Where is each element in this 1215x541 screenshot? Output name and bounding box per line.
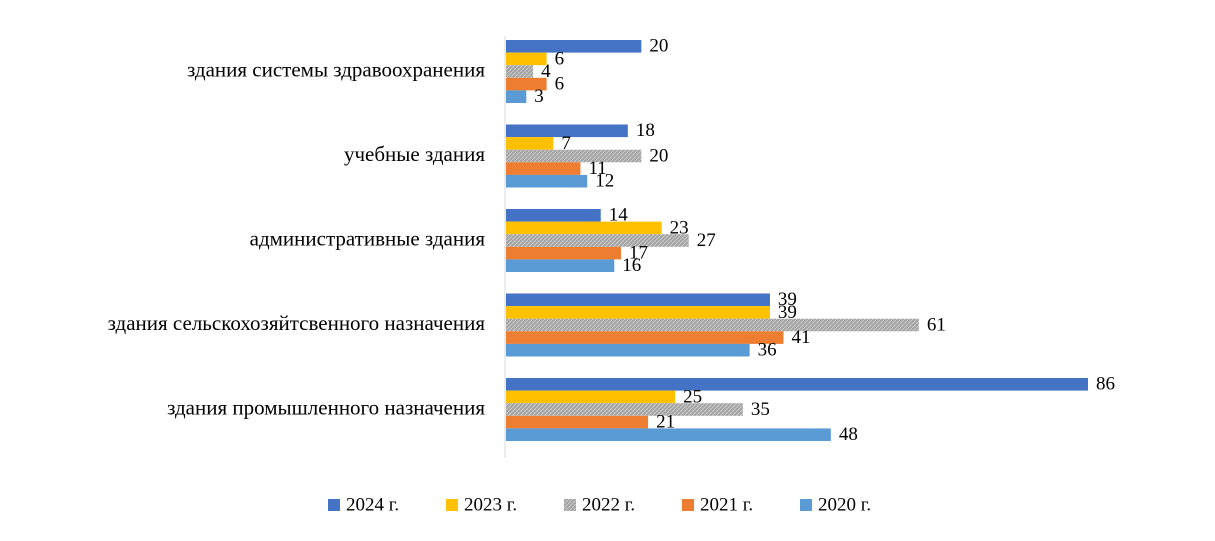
data-label-2021-г-cat-3: 41: [791, 327, 810, 348]
legend-swatch-2024-г: [328, 499, 340, 511]
category-label-2: административные здания: [250, 226, 486, 250]
bar-2024-г-cat-1: [506, 124, 628, 138]
bar-2021-г-cat-2: [506, 246, 622, 260]
data-label-2021-г-cat-1: 11: [588, 158, 606, 179]
data-label-2024-г-cat-1: 18: [636, 120, 655, 141]
data-label-2021-г-cat-4: 21: [656, 411, 675, 432]
legend-label-2021-г: 2021 г.: [700, 494, 753, 515]
legend-swatch-2023-г: [446, 499, 458, 511]
data-label-2023-г-cat-4: 25: [683, 386, 702, 407]
bar-2024-г-cat-3: [506, 293, 770, 307]
bar-2021-г-cat-4: [506, 415, 649, 429]
bar-2020-г-cat-2: [506, 259, 615, 272]
data-label-2020-г-cat-3: 36: [758, 340, 777, 361]
bar-2021-г-cat-1: [506, 162, 581, 175]
legend-label-2022-г: 2022 г.: [582, 494, 635, 515]
data-label-2022-г-cat-0: 4: [541, 61, 551, 82]
data-label-2023-г-cat-3: 39: [778, 302, 797, 323]
data-label-2020-г-cat-1: 12: [595, 171, 614, 192]
legend-swatch-2020-г: [800, 499, 812, 511]
bar-2024-г-cat-0: [506, 40, 642, 53]
bar-2022-г-cat-0: [506, 65, 534, 78]
data-label-2022-г-cat-3: 61: [927, 314, 946, 335]
bar-2024-г-cat-4: [506, 378, 1088, 391]
bar-2023-г-cat-4: [506, 390, 676, 404]
bar-2024-г-cat-2: [506, 209, 601, 222]
bar-2022-г-cat-1: [506, 149, 642, 163]
category-label-3: здания сельскохозяйтсвенного назначения: [108, 311, 486, 335]
bar-2020-г-cat-4: [506, 428, 831, 441]
data-label-2024-г-cat-2: 14: [609, 205, 629, 226]
data-label-2024-г-cat-4: 86: [1096, 374, 1115, 395]
data-label-2021-г-cat-0: 6: [555, 73, 565, 94]
legend: 2024 г. 2023 г. 2022 г. 2021 г. 2020 г.: [328, 494, 871, 515]
bar-2022-г-cat-2: [506, 234, 689, 247]
data-label-2021-г-cat-2: 17: [629, 242, 648, 263]
data-label-2023-г-cat-0: 6: [555, 48, 565, 69]
data-label-2023-г-cat-2: 23: [670, 217, 689, 238]
data-label-2020-г-cat-0: 3: [534, 86, 544, 107]
bar-2021-г-cat-0: [506, 77, 547, 91]
legend-label-2023-г: 2023 г.: [464, 494, 517, 515]
bar-2020-г-cat-0: [506, 90, 527, 103]
bar-2021-г-cat-3: [506, 331, 784, 344]
bar-2020-г-cat-3: [506, 343, 750, 357]
data-label-2024-г-cat-3: 39: [778, 289, 797, 310]
category-label-0: здания системы здравоохранения: [187, 57, 485, 81]
category-label-1: учебные здания: [344, 142, 485, 166]
bar-2023-г-cat-2: [506, 221, 662, 235]
data-label-2022-г-cat-4: 35: [751, 399, 770, 420]
bar-2023-г-cat-3: [506, 306, 770, 319]
legend-label-2020-г: 2020 г.: [818, 494, 871, 515]
legend-swatch-2021-г: [682, 499, 694, 511]
data-label-2020-г-cat-4: 48: [839, 424, 858, 445]
bar-2023-г-cat-1: [506, 137, 554, 150]
data-label-2020-г-cat-2: 16: [622, 255, 641, 276]
category-label-4: здания промышленного назначения: [167, 395, 485, 419]
bar-2022-г-cat-4: [506, 403, 743, 416]
bar-2020-г-cat-1: [506, 174, 588, 188]
data-label-2023-г-cat-1: 7: [561, 133, 571, 154]
bar-2023-г-cat-0: [506, 52, 547, 66]
data-label-2024-г-cat-0: 20: [649, 36, 668, 57]
bar-2022-г-cat-3: [506, 318, 919, 332]
legend-label-2024-г: 2024 г.: [346, 494, 399, 515]
data-label-2022-г-cat-1: 20: [649, 145, 668, 166]
data-label-2022-г-cat-2: 27: [697, 230, 716, 251]
legend-swatch-2022-г: [564, 499, 576, 511]
